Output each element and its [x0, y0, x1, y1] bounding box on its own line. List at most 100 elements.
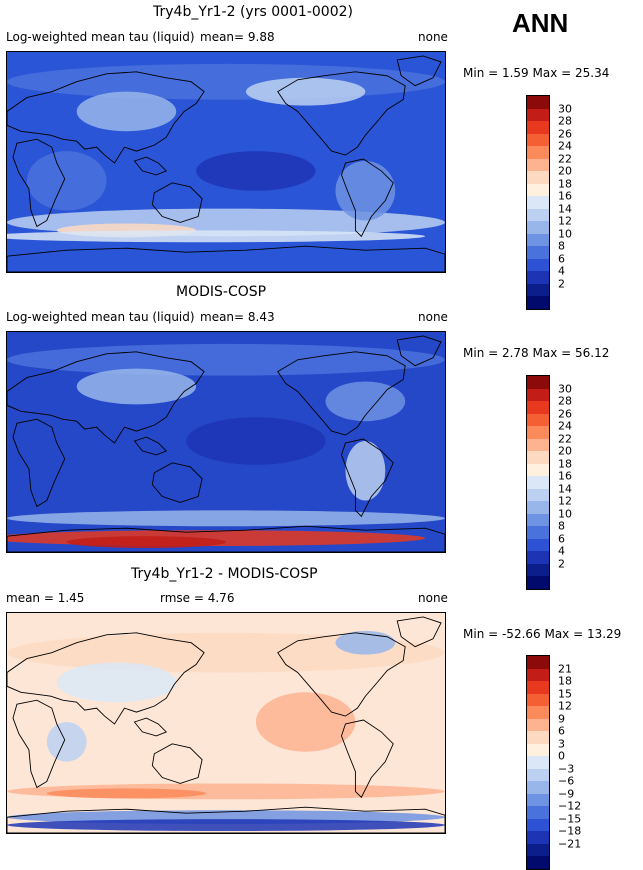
colorbar-tick-label: 28: [558, 114, 572, 128]
colorbar-segment: [527, 388, 549, 401]
coastline: [396, 55, 442, 87]
field-contour-patch: [345, 441, 386, 501]
colorbar-tick-label: 20: [558, 444, 572, 458]
colorbar-segment: [527, 171, 549, 184]
colorbar-segment: [527, 793, 549, 806]
colorbar-tick-label: 10: [558, 507, 572, 520]
map-field: [7, 332, 445, 552]
map-obs: [6, 331, 446, 553]
field-contour-patch: [56, 662, 177, 703]
colorbar-segment: [527, 401, 549, 414]
colorbar-segment: [527, 96, 549, 109]
colorbar-segment: [527, 233, 549, 246]
field-contour-patch: [245, 77, 366, 106]
coastline: [277, 351, 406, 436]
coastline: [396, 616, 442, 648]
colorbar-model: [526, 95, 550, 310]
colorbar-segment: [527, 183, 549, 196]
colorbar-segment: [527, 108, 549, 121]
colorbar-segment: [527, 208, 549, 221]
field-contour-patch: [7, 63, 445, 100]
panel-title: Try4b_Yr1-2 - MODIS-COSP: [131, 566, 318, 582]
colorbar-tick-label: −15: [558, 812, 582, 825]
panel-title: MODIS-COSP: [176, 284, 267, 300]
colorbar-tick-label: 8: [558, 519, 565, 533]
colorbar-segment: [527, 283, 549, 296]
colorbar-tick-label: 9: [558, 712, 565, 725]
units-label: none: [418, 30, 448, 44]
coastline: [7, 632, 205, 725]
field-contour-patch: [196, 151, 316, 191]
colorbar-tick-label: −18: [558, 824, 582, 838]
colorbar-segment: [527, 831, 549, 844]
colorbar-segment: [527, 743, 549, 756]
min-max-label: Min = -52.66 Max = 13.29: [463, 627, 622, 641]
min-max-label: Min = 2.78 Max = 56.12: [463, 346, 610, 360]
colorbar-segment: [527, 718, 549, 731]
colorbar-tick-label: 6: [558, 252, 565, 265]
colorbar-segment: [527, 488, 549, 501]
colorbar-segment: [527, 296, 549, 309]
colorbar-segment: [527, 221, 549, 234]
colorbar-tick-label: 6: [558, 532, 565, 545]
mean-label: mean = 1.45: [6, 591, 85, 605]
coastline: [396, 335, 442, 367]
field-contour-patch: [186, 417, 326, 465]
colorbar-tick-label: 26: [558, 407, 572, 420]
coastline: [12, 418, 66, 508]
colorbar-obs: [526, 375, 550, 590]
field-contour-patch: [76, 91, 177, 132]
colorbar-segment: [527, 133, 549, 146]
colorbar-segment: [527, 146, 549, 159]
field-contour-patch: [46, 722, 87, 762]
colorbar-tick-label: 30: [558, 102, 572, 115]
colorbar-tick-label: 14: [558, 482, 572, 495]
colorbar-segment: [527, 258, 549, 271]
units-label: none: [418, 310, 448, 324]
colorbar-segment: [527, 271, 549, 284]
colorbar-segment: [527, 121, 549, 134]
colorbar-segment: [527, 576, 549, 589]
colorbar-tick-label: 24: [558, 419, 572, 433]
colorbar-tick-label: 26: [558, 127, 572, 140]
variable-label: Log-weighted mean tau (liquid): [6, 30, 195, 44]
colorbar-tick-label: 6: [558, 724, 565, 738]
colorbar-segment: [527, 693, 549, 706]
season-title: ANN: [512, 8, 569, 38]
colorbar-segment: [527, 818, 549, 831]
colorbar-segment: [527, 158, 549, 171]
colorbar-segment: [527, 526, 549, 539]
colorbar-tick-label: 22: [558, 432, 572, 445]
colorbar-segment: [527, 656, 549, 669]
rmse-label: rmse = 4.76: [160, 591, 235, 605]
coastline: [277, 71, 406, 156]
colorbar-segment: [527, 731, 549, 744]
colorbar-segment: [527, 463, 549, 476]
colorbar-tick-label: 3: [558, 737, 565, 750]
colorbar-tick-label: 21: [558, 662, 572, 675]
colorbar-segment: [527, 196, 549, 209]
coastline: [151, 462, 203, 503]
panel-title: Try4b_Yr1-2 (yrs 0001-0002): [153, 4, 353, 20]
coastline: [7, 806, 445, 833]
field-contour-patch: [335, 161, 396, 221]
colorbar-tick-label: 18: [558, 177, 572, 190]
colorbar-segment: [527, 668, 549, 681]
colorbar-segment: [527, 706, 549, 719]
map-model: [6, 51, 446, 273]
colorbar-segment: [527, 768, 549, 781]
colorbar-tick-label: 12: [558, 699, 572, 713]
colorbar-segment: [527, 551, 549, 564]
coastline: [133, 717, 168, 737]
colorbar-tick-label: 16: [558, 469, 572, 483]
colorbar-segment: [527, 781, 549, 794]
colorbar-segment: [527, 843, 549, 856]
coastline: [340, 438, 394, 518]
colorbar-tick-label: 8: [558, 239, 565, 253]
colorbar-tick-label: 24: [558, 139, 572, 153]
colorbar-segment: [527, 426, 549, 439]
field-contour-patch: [7, 230, 426, 243]
colorbar-segment: [527, 806, 549, 819]
mean-label: mean= 9.88: [200, 30, 275, 44]
colorbar-tick-label: 18: [558, 674, 572, 688]
